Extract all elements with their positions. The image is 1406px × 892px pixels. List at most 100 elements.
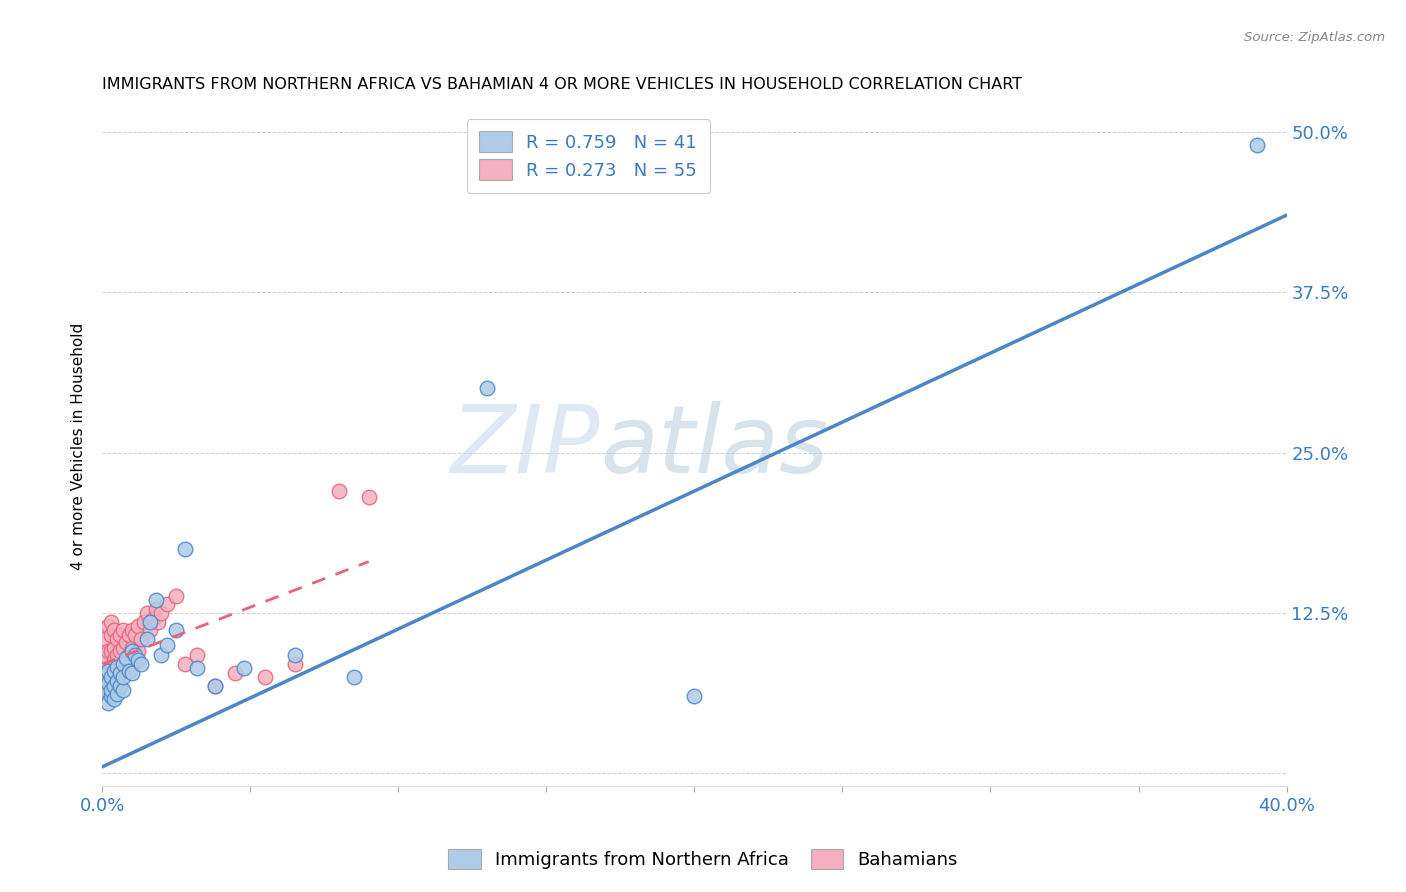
Point	[156, 597, 179, 611]
Point	[118, 664, 141, 678]
Point	[100, 670, 122, 684]
Point	[284, 657, 307, 672]
Point	[94, 682, 117, 697]
Point	[138, 623, 160, 637]
Point	[108, 661, 131, 675]
Point	[108, 666, 131, 681]
Point	[328, 483, 350, 498]
Point	[97, 682, 120, 697]
Point	[111, 623, 134, 637]
Point	[105, 632, 128, 646]
Point	[100, 615, 122, 629]
Point	[121, 623, 143, 637]
Point	[105, 660, 128, 674]
Point	[94, 666, 117, 681]
Point	[103, 623, 125, 637]
Point	[118, 628, 141, 642]
Point	[150, 648, 173, 663]
Point	[108, 628, 131, 642]
Point	[108, 644, 131, 658]
Point	[94, 679, 117, 693]
Point	[165, 589, 187, 603]
Point	[103, 640, 125, 655]
Point	[94, 670, 117, 684]
Point	[121, 657, 143, 672]
Point	[111, 657, 134, 672]
Point	[174, 541, 197, 556]
Text: ZIP: ZIP	[450, 401, 599, 491]
Point	[284, 648, 307, 663]
Point	[165, 623, 187, 637]
Point	[127, 619, 149, 633]
Point	[111, 670, 134, 684]
Point	[111, 657, 134, 672]
Point	[97, 664, 120, 678]
Point	[127, 653, 149, 667]
Point	[118, 648, 141, 663]
Point	[115, 653, 138, 667]
Point	[124, 628, 146, 642]
Legend: Immigrants from Northern Africa, Bahamians: Immigrants from Northern Africa, Bahamia…	[439, 839, 967, 879]
Point	[100, 673, 122, 688]
Text: Source: ZipAtlas.com: Source: ZipAtlas.com	[1244, 31, 1385, 45]
Point	[97, 696, 120, 710]
Point	[124, 648, 146, 663]
Point	[148, 615, 170, 629]
Point	[129, 632, 152, 646]
Point	[103, 692, 125, 706]
Point	[100, 628, 122, 642]
Point	[204, 679, 226, 693]
Point	[475, 381, 498, 395]
Point	[105, 673, 128, 688]
Point	[186, 648, 208, 663]
Point	[100, 644, 122, 658]
Point	[121, 640, 143, 655]
Text: IMMIGRANTS FROM NORTHERN AFRICA VS BAHAMIAN 4 OR MORE VEHICLES IN HOUSEHOLD CORR: IMMIGRANTS FROM NORTHERN AFRICA VS BAHAM…	[103, 78, 1022, 93]
Point	[121, 644, 143, 658]
Point	[224, 666, 246, 681]
Point	[94, 632, 117, 646]
Point	[100, 682, 122, 697]
Point	[150, 606, 173, 620]
Point	[103, 679, 125, 693]
Point	[343, 670, 366, 684]
Y-axis label: 4 or more Vehicles in Household: 4 or more Vehicles in Household	[72, 323, 86, 570]
Point	[100, 690, 122, 704]
Point	[138, 615, 160, 629]
Point	[105, 648, 128, 663]
Point	[145, 593, 167, 607]
Point	[103, 653, 125, 667]
Point	[156, 638, 179, 652]
Point	[132, 615, 155, 629]
Point	[121, 666, 143, 681]
Point	[105, 687, 128, 701]
Point	[127, 644, 149, 658]
Point	[204, 679, 226, 693]
Legend: R = 0.759   N = 41, R = 0.273   N = 55: R = 0.759 N = 41, R = 0.273 N = 55	[467, 119, 710, 193]
Point	[145, 602, 167, 616]
Point	[1246, 137, 1268, 152]
Point	[97, 664, 120, 678]
Point	[103, 664, 125, 678]
Point	[233, 661, 256, 675]
Point	[186, 661, 208, 675]
Point	[357, 491, 380, 505]
Point	[115, 650, 138, 665]
Point	[94, 648, 117, 663]
Point	[174, 657, 197, 672]
Point	[141, 612, 163, 626]
Text: atlas: atlas	[599, 401, 828, 491]
Point	[97, 644, 120, 658]
Point	[254, 670, 277, 684]
Point	[103, 670, 125, 684]
Point	[135, 632, 157, 646]
Point	[111, 682, 134, 697]
Point	[124, 650, 146, 665]
Point	[115, 635, 138, 649]
Point	[129, 657, 152, 672]
Point	[683, 690, 706, 704]
Point	[111, 640, 134, 655]
Point	[97, 676, 120, 690]
Point	[105, 666, 128, 681]
Point	[97, 619, 120, 633]
